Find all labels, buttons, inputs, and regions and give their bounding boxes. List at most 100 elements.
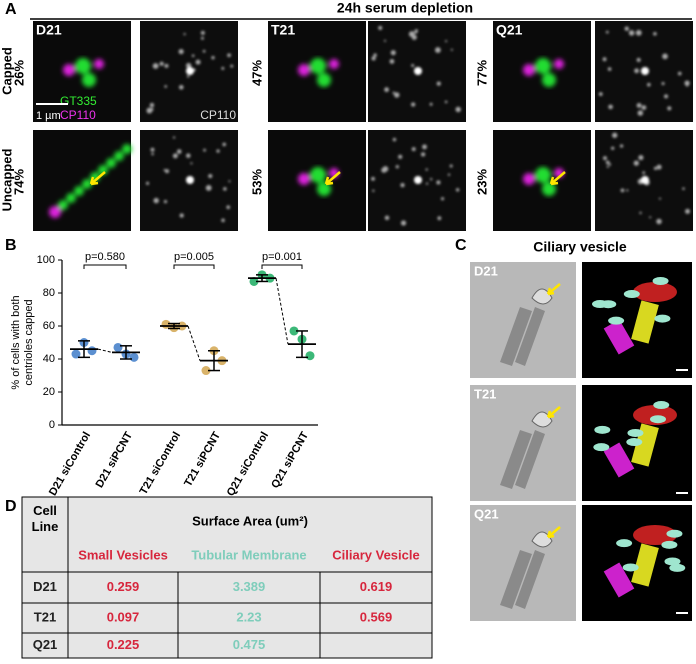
column-header: Ciliary Vesicle xyxy=(332,547,419,562)
punctum xyxy=(641,105,647,110)
data-point xyxy=(71,349,81,359)
x-tick-label: D21 siControl xyxy=(47,430,93,498)
cell-value: 0.619 xyxy=(360,579,393,594)
blob xyxy=(75,58,91,74)
blobs xyxy=(49,144,132,218)
x-tick-label: Q21 siControl xyxy=(225,430,271,498)
punctum xyxy=(389,59,395,64)
blob xyxy=(535,58,551,74)
y-axis-label: centrioles capped xyxy=(23,299,35,385)
punctum xyxy=(414,30,418,34)
blob xyxy=(535,167,551,183)
punctum xyxy=(163,199,168,204)
punctum xyxy=(653,166,658,170)
p-value: p=0.005 xyxy=(174,251,214,263)
scale-label: 1 µm xyxy=(36,110,61,122)
punctum xyxy=(222,142,227,147)
blobs xyxy=(63,58,104,87)
punctum xyxy=(384,87,389,93)
punctum xyxy=(628,30,635,36)
punctum xyxy=(605,30,609,34)
punctum xyxy=(420,152,426,157)
data-point xyxy=(113,342,123,352)
merged-image xyxy=(33,130,131,231)
punctum xyxy=(637,110,644,116)
corner-label: Cell Line xyxy=(32,503,59,534)
punctum xyxy=(647,82,651,87)
render-tubule xyxy=(616,539,633,548)
render-cyl xyxy=(631,543,659,587)
blob xyxy=(317,73,331,87)
blob xyxy=(74,186,84,196)
render-tubule xyxy=(669,563,686,572)
punctum xyxy=(186,176,194,184)
punctum xyxy=(186,153,191,158)
punctum xyxy=(664,94,669,99)
punctum xyxy=(150,107,154,111)
p-value: p=0.580 xyxy=(85,251,125,263)
render-tubule xyxy=(666,529,683,538)
panel-title: Ciliary vesicle xyxy=(533,239,627,255)
punctum xyxy=(425,168,428,171)
bracket xyxy=(83,264,127,269)
punctum xyxy=(447,173,451,176)
em-structure xyxy=(500,550,545,609)
punctum xyxy=(392,91,396,95)
render-cyl xyxy=(603,319,635,355)
punctum xyxy=(642,171,646,175)
punctum xyxy=(605,160,610,165)
punctum xyxy=(164,85,168,88)
punctum xyxy=(172,153,178,159)
punctum xyxy=(200,30,205,35)
punctum xyxy=(382,166,389,172)
punctum xyxy=(449,164,453,168)
column-header: Small Vesicles xyxy=(78,547,168,562)
punctum xyxy=(164,63,169,68)
punctum xyxy=(450,48,453,51)
punctum xyxy=(172,136,176,139)
line-label: Q21 xyxy=(474,506,499,521)
punctum xyxy=(201,36,204,40)
punctum xyxy=(208,173,213,179)
punctum xyxy=(227,53,231,58)
puncta xyxy=(603,132,691,225)
punctum xyxy=(611,146,615,150)
blob xyxy=(82,179,92,189)
punctum xyxy=(203,148,206,152)
punctum xyxy=(598,92,603,96)
punctum xyxy=(455,106,461,113)
punctum xyxy=(230,64,234,68)
puncta xyxy=(371,25,461,113)
punctum xyxy=(384,39,387,42)
blob xyxy=(122,144,132,154)
cell-value: 0.097 xyxy=(107,609,140,624)
punctum xyxy=(641,176,649,184)
em-vesicle xyxy=(531,411,553,428)
blob xyxy=(98,165,108,175)
x-tick-label: D21 siPCNT xyxy=(94,430,136,490)
punctum xyxy=(179,213,184,218)
panel-letter: D xyxy=(5,498,17,515)
punctum xyxy=(190,162,193,165)
blob xyxy=(82,73,96,87)
data-point xyxy=(87,346,97,356)
punctum xyxy=(684,80,690,86)
punctum xyxy=(685,208,691,214)
line-label: Q21 xyxy=(496,22,523,38)
punctum xyxy=(685,83,689,87)
arrow xyxy=(546,283,561,296)
punctum xyxy=(636,102,642,108)
punctum xyxy=(455,188,460,192)
blob xyxy=(58,200,68,210)
blobs xyxy=(298,167,339,196)
data-point xyxy=(305,351,315,361)
data-point xyxy=(289,326,299,336)
em-structure xyxy=(500,430,545,489)
p-value: p=0.001 xyxy=(262,251,302,263)
percent-label: 47% xyxy=(249,60,264,86)
punctum xyxy=(149,102,155,108)
punctum xyxy=(429,178,433,181)
punctum xyxy=(422,144,427,150)
punctum xyxy=(624,26,629,31)
